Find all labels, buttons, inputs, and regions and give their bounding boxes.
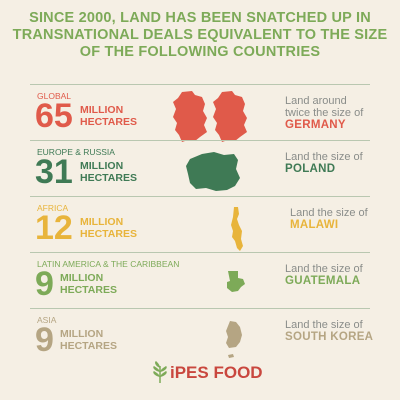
hectares-unit: MILLION HECTARES — [60, 272, 117, 296]
title-line-3: OF THE FOLLOWING COUNTRIES — [79, 44, 321, 60]
page-title: SINCE 2000, LAND HAS BEEN SNATCHED UP IN… — [0, 10, 400, 61]
wheat-leaf-icon — [153, 361, 167, 383]
hectares-unit: MILLION HECTARES — [80, 216, 137, 240]
hectares-number: 9 — [35, 321, 54, 359]
region-label: LATIN AMERICA & THE CARIBBEAN — [37, 259, 180, 269]
comparison-text: Land the size of MALAWI — [290, 207, 390, 231]
row-global: GLOBAL 65 MILLION HECTARES Land around tw… — [30, 84, 370, 147]
ipes-food-logo: iPES FOOD — [150, 360, 263, 384]
hectares-number: 31 — [35, 153, 73, 191]
row-asia: ASIA 9 MILLION HECTARES Land the size of … — [30, 308, 373, 371]
country-name: SOUTH KOREA — [285, 331, 374, 343]
region-label: EUROPE & RUSSIA — [37, 147, 115, 157]
country-name: GERMANY — [285, 119, 346, 131]
title-line-1: SINCE 2000, LAND HAS BEEN SNATCHED UP IN — [29, 10, 371, 26]
comparison-text: Land the size of GUATEMALA — [285, 263, 385, 287]
hectares-unit: MILLION HECTARES — [60, 328, 117, 352]
hectares-unit: MILLION HECTARES — [80, 104, 137, 128]
comparison-text: Land the size of POLAND — [285, 151, 385, 175]
guatemala-map-icon — [227, 271, 245, 292]
title-line-2: TRANSNATIONAL DEALS EQUIVALENT TO THE SI… — [12, 27, 388, 43]
hectares-unit: MILLION HECTARES — [80, 160, 137, 184]
hectares-number: 9 — [35, 265, 54, 303]
row-africa: AFRICA 12 MILLION HECTARES Land the size … — [30, 196, 370, 259]
country-name: POLAND — [285, 163, 336, 175]
hectares-number: 12 — [35, 209, 73, 247]
row-latin-america: LATIN AMERICA & THE CARIBBEAN 9 MILLION H… — [30, 252, 370, 315]
row-europe-russia: EUROPE & RUSSIA 31 MILLION HECTARES Land … — [30, 140, 370, 203]
country-name: MALAWI — [290, 219, 339, 231]
logo-text: iPES FOOD — [170, 363, 263, 382]
south-korea-map-icon — [226, 321, 242, 358]
hectares-number: 65 — [35, 97, 73, 135]
country-name: GUATEMALA — [285, 275, 361, 287]
comparison-text: Land the size of SOUTH KOREA — [285, 319, 385, 343]
malawi-map-icon — [231, 207, 243, 251]
region-label: GLOBAL — [37, 91, 72, 101]
comparison-text: Land around twice the size of GERMANY — [285, 95, 385, 131]
region-label: AFRICA — [37, 203, 69, 213]
germany-map-icon — [173, 91, 247, 142]
region-label: ASIA — [37, 315, 57, 325]
poland-map-icon — [186, 152, 240, 191]
